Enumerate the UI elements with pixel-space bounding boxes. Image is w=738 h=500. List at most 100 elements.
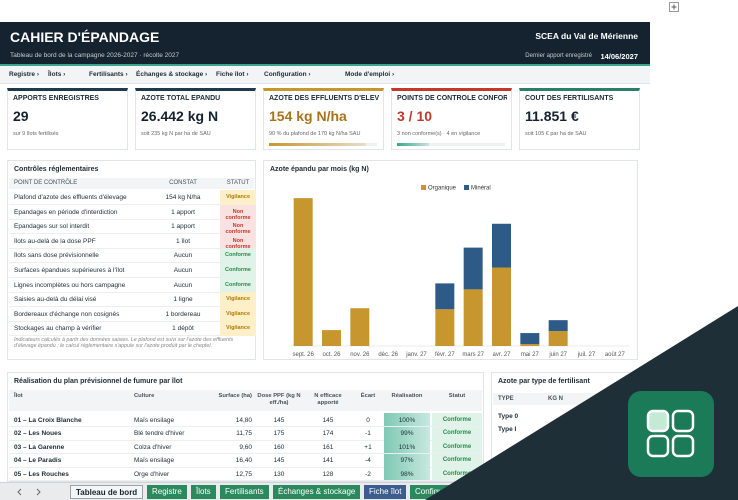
kpi-progress-bar (269, 143, 367, 146)
plan-cell: 145 (322, 416, 334, 424)
subtitle: Tableau de bord de la campagne 2026-2027… (10, 52, 180, 59)
table-header-bg (9, 178, 254, 189)
row-divider (9, 439, 482, 441)
x-tick-label: juil. 27 (577, 352, 596, 358)
x-tick-label: févr. 27 (435, 352, 455, 358)
arrow-left (17, 488, 22, 496)
bar (293, 198, 313, 346)
x-tick-label: août 27 (605, 352, 626, 358)
status-badge: Conforme (432, 413, 482, 426)
title: CAHIER D'ÉPANDAGE (10, 29, 160, 45)
legend-label: Minéral (471, 186, 491, 192)
row-divider (9, 306, 254, 308)
kpi-card: AZOTE TOTAL ÉPANDU 26.442 kg N soit 235 kg… (135, 88, 256, 150)
control-point: Bordereaux d'échange non cosignés (14, 310, 120, 318)
type-name: Type 0 (498, 413, 519, 420)
nav-link[interactable]: Mode d'emploi › (345, 71, 395, 78)
column-header: Statut (448, 393, 466, 399)
bar (492, 267, 511, 346)
control-point: Plafond d'azote des effluents d'élevage (14, 194, 127, 201)
icon-tile (671, 434, 695, 458)
kpi-card: COÛT DES FERTILISANTS 11.851 € soit 105 € … (519, 88, 640, 150)
sheet-tab[interactable]: Fiche îlot (364, 485, 407, 499)
sheet-tab[interactable]: Tableau de bord (70, 485, 144, 499)
chart-panel: Azote épandu par mois (kg N) Organique Min… (263, 160, 638, 360)
column-header: Écart (360, 393, 376, 399)
kpi-value: 154 kg N/ha (269, 108, 347, 124)
plot-name: 02 – Les Noues (14, 430, 62, 438)
sheet-tab[interactable]: Registre (147, 485, 187, 499)
sheet-tab[interactable]: Îlots (191, 485, 216, 499)
plot-name: 03 – La Garenne (14, 443, 65, 451)
nav-link[interactable]: Fertilisants › (89, 71, 128, 78)
kpi-note: soit 235 kg N par ha de SAU (141, 131, 211, 137)
sheet-tab[interactable]: Échanges & stockage (273, 485, 361, 499)
farm-name: SCEA du Val de Mérienne (535, 31, 638, 41)
status-badge: Conforme (220, 277, 256, 293)
nav-link[interactable]: Fiche îlot › (216, 71, 249, 78)
plan-cell: Colza d'hiver (134, 443, 172, 451)
plot-name: 05 – Les Rouches (14, 470, 69, 478)
bar (322, 330, 341, 346)
bar (520, 344, 540, 346)
kpi-value: 29 (13, 108, 29, 124)
bar (435, 309, 455, 346)
control-finding: Aucun (173, 252, 193, 260)
x-tick-label: déc. 26 (378, 352, 398, 358)
plan-cell: -1 (365, 430, 371, 438)
kpi-label: AZOTE TOTAL ÉPANDU (141, 95, 221, 102)
controls-panel: Contrôles réglementaires POINT DE CONTRÔL… (7, 160, 256, 360)
status-badge: Non conforme (220, 233, 256, 250)
row-divider (9, 480, 482, 482)
bar (463, 289, 483, 346)
sheet-tab[interactable]: Fertilisants (220, 485, 269, 499)
plan-cell: 175 (273, 430, 285, 438)
status-badge: Conforme (432, 426, 482, 440)
bar (520, 333, 540, 345)
sheet-tab[interactable]: Configuration (410, 485, 468, 499)
column-header: TYPE (498, 396, 514, 402)
x-tick-label: sept. 26 (292, 352, 314, 358)
realisation-cell: 101% (384, 440, 430, 454)
panel-title: Réalisation du plan prévisionnel de fumu… (14, 378, 183, 385)
plan-cell: 145 (273, 457, 285, 465)
control-finding: Aucun (173, 281, 193, 289)
nav-link[interactable]: Configuration › (264, 71, 311, 78)
plan-cell: Orge d'hiver (134, 470, 170, 478)
plan-cell: 141 (322, 457, 334, 465)
kpi-note: 90 % du plafond de 170 kg N/ha SAU (269, 131, 361, 137)
arrow-right (36, 488, 41, 496)
plot-name: 01 – La Croix Blanche (14, 416, 82, 424)
row-divider (9, 233, 254, 235)
icon-tile (671, 409, 695, 433)
plan-cell: Maïs ensilage (134, 416, 175, 424)
control-finding: 1 apport (171, 208, 195, 216)
status-badge: Non conforme (220, 204, 256, 221)
control-finding: Aucun (173, 267, 193, 274)
row-divider (9, 291, 254, 293)
kpi-progress-track (397, 143, 505, 146)
nav-link[interactable]: Registre › (9, 71, 39, 78)
control-finding: 154 kg N/ha (165, 194, 201, 201)
status-badge: Conforme (432, 467, 482, 481)
nav-link[interactable]: Échanges & stockage › (136, 71, 208, 78)
status-badge: Vigilance (220, 306, 256, 322)
kpi-note: sur 9 îlots fertilisés (13, 131, 59, 137)
row-divider (9, 426, 482, 427)
column-header: KG N (548, 396, 563, 402)
column-header: POINT DE CONTRÔLE (14, 180, 78, 186)
column-header: Surface (ha) (218, 393, 252, 399)
x-tick-label: oct. 26 (322, 352, 341, 358)
row-divider (9, 262, 254, 264)
icon-plus (671, 4, 677, 10)
row-divider (9, 218, 254, 220)
table-header-bg (493, 393, 649, 405)
nav-link[interactable]: Îlots › (48, 71, 66, 78)
status-badge: Vigilance (220, 190, 256, 205)
kpi-value: 26.442 kg N (141, 108, 219, 124)
plan-panel: Réalisation du plan prévisionnel de fumu… (7, 372, 484, 482)
plan-cell: 0 (366, 416, 370, 424)
status-badge: Conforme (220, 248, 256, 263)
row-divider (9, 204, 254, 205)
realisation-cell: 99% (384, 426, 430, 440)
